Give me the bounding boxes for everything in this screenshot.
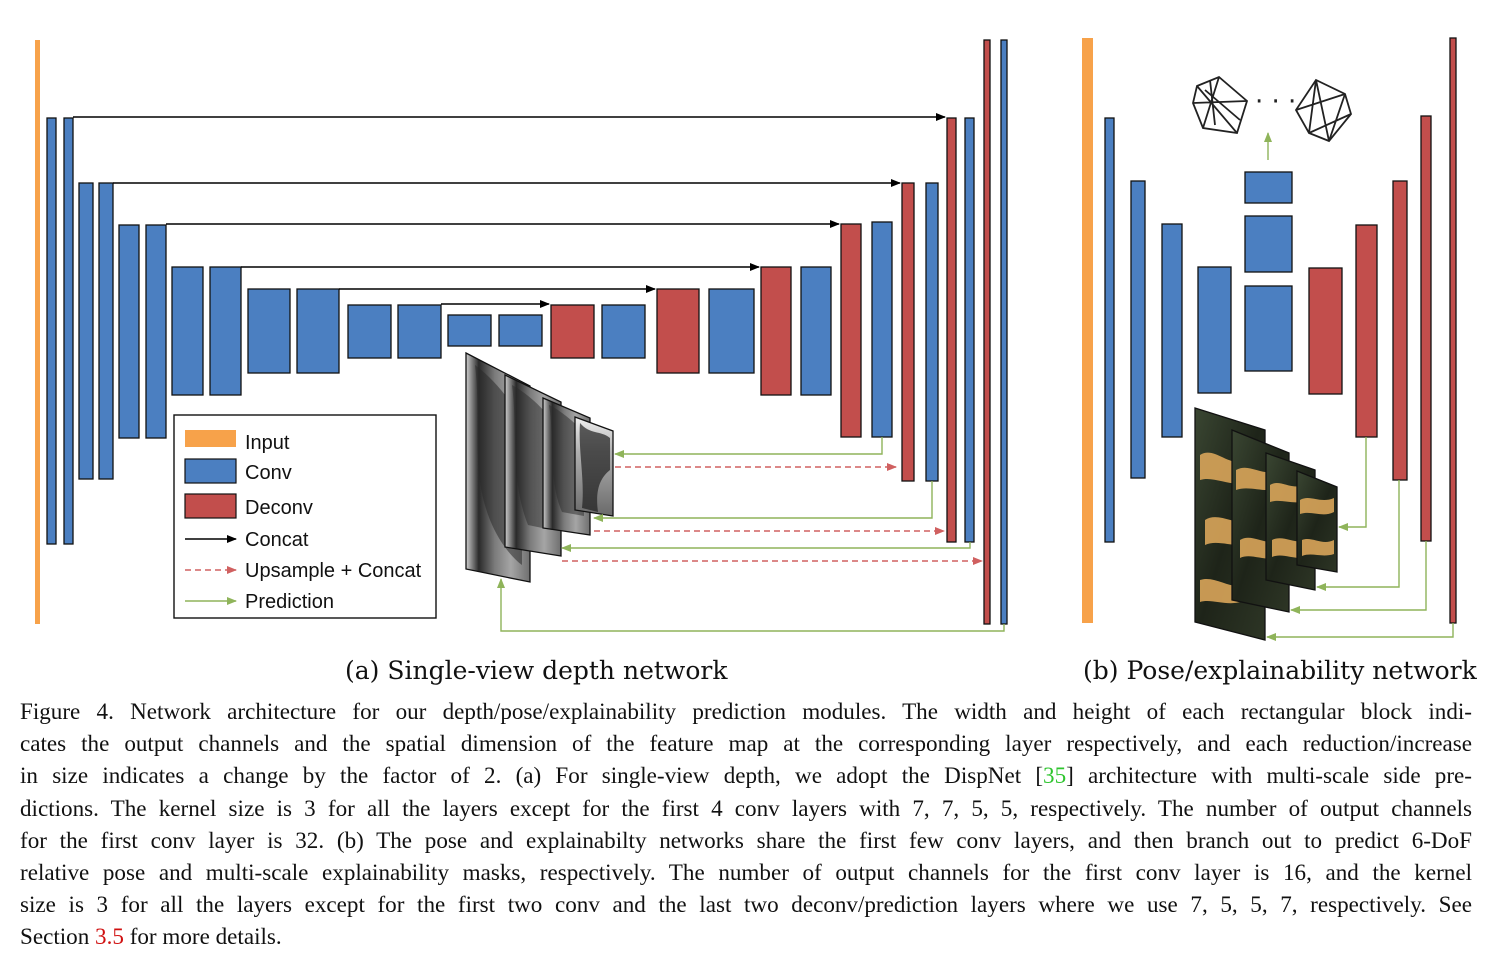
explain-deconv5-block: [1308, 267, 1343, 395]
legend-prediction-label: Prediction: [245, 591, 334, 613]
figure-diagram: Input Conv Deconv Concat Upsample + Conc…: [35, 37, 1457, 641]
explain-deconv1-block: [1449, 37, 1457, 624]
conv6a-block: [347, 304, 392, 359]
explain-mask-4: [1296, 470, 1338, 573]
explain-arrow-3: [1316, 480, 1400, 591]
citation-link-35[interactable]: 35: [1043, 762, 1067, 789]
deconv7-block: [550, 304, 595, 359]
explainability-masks: [1194, 407, 1338, 641]
conv1b-block: [63, 117, 74, 545]
legend-input-swatch: [185, 430, 236, 447]
iconv6-block: [708, 288, 755, 374]
depth-network: Input Conv Deconv Concat Upsample + Conc…: [35, 39, 1008, 632]
legend-upsample-label: Upsample + Concat: [245, 560, 422, 582]
pose-encoder: [1104, 117, 1293, 543]
pose-conv2-block: [1130, 180, 1146, 479]
depth-input-block: [35, 40, 40, 624]
caption-line-1: Figure 4. Network architecture for our d…: [20, 698, 1472, 724]
caption-line-5: for the first conv layer is 32. (b) The …: [20, 826, 1472, 853]
conv3a-block: [118, 224, 140, 439]
iconv7-block: [601, 304, 646, 359]
explain-arrow-2: [1290, 541, 1427, 614]
caption-line-6: relative pose and multi-scale explainabi…: [20, 859, 1472, 886]
deconv3-block: [901, 182, 915, 482]
depth-prediction-maps: [465, 351, 614, 583]
deconv1-block: [983, 39, 991, 625]
camera-pose-icon-1: [1192, 75, 1249, 135]
pose-conv5-block: [1244, 285, 1293, 372]
iconv4-block: [871, 221, 893, 438]
legend-deconv-swatch: [184, 493, 237, 519]
conv7b-block: [498, 314, 543, 347]
skip-connections: [73, 113, 946, 308]
deconv4-block: [840, 223, 862, 438]
explain-prediction-arrows: [1266, 437, 1454, 641]
conv1a-block: [46, 117, 57, 545]
conv2b-block: [98, 182, 114, 480]
caption-line-7: size is 3 for all the layers except for …: [20, 891, 1472, 918]
pose-input-block: [1082, 38, 1093, 623]
explain-arrow-1: [1266, 623, 1454, 641]
caption-line-3: in size indicates a change by the factor…: [20, 762, 1472, 789]
depth-decoder: [550, 39, 1008, 625]
conv4a-block: [171, 266, 204, 396]
deconv2-block: [946, 117, 957, 543]
iconv5-block: [800, 266, 832, 396]
iconv1-block: [1000, 39, 1008, 625]
pose-conv6-block: [1244, 215, 1293, 273]
prediction-arrow-3: [593, 481, 933, 522]
pose-conv7-block: [1244, 171, 1293, 204]
explain-deconv4-block: [1355, 224, 1378, 438]
legend-conv-swatch: [184, 458, 237, 484]
caption-line-8: Section 3.5 for more details.: [20, 923, 282, 950]
caption-line-4: dictions. The kernel size is 3 for all t…: [20, 794, 1472, 821]
figure-caption: Figure 4. Network architecture for our d…: [20, 695, 1472, 953]
explain-deconv3-block: [1392, 180, 1408, 481]
deconv5-block: [760, 266, 792, 396]
legend-input-label: Input: [245, 432, 290, 454]
pose-conv1-block: [1104, 117, 1115, 543]
pose-conv4-block: [1197, 266, 1232, 394]
prediction-arrow-2: [561, 542, 971, 552]
conv5a-block: [247, 288, 291, 374]
conv6b-block: [397, 304, 442, 359]
explain-deconv2-block: [1420, 115, 1432, 542]
iconv2-block: [964, 117, 975, 543]
deconv6-block: [656, 288, 700, 374]
depth-encoder: [46, 117, 543, 545]
explain-arrow-4: [1338, 437, 1367, 531]
pose-ellipsis: · · ·: [1255, 87, 1296, 117]
legend-deconv-label: Deconv: [245, 497, 313, 519]
iconv3-block: [925, 182, 939, 482]
subcaption-b: (b) Pose/explainability network: [1083, 656, 1477, 685]
conv7a-block: [447, 314, 492, 347]
caption-line-2: cates the output channels and the spatia…: [20, 730, 1472, 757]
section-link-3-5[interactable]: 3.5: [95, 923, 124, 950]
conv2a-block: [78, 182, 94, 480]
prediction-arrow-1: [497, 578, 1005, 632]
explain-decoder: [1308, 37, 1457, 624]
camera-pose-icon-2: [1294, 78, 1352, 143]
prediction-arrows: [497, 437, 1005, 632]
pose-conv3-block: [1161, 223, 1183, 438]
conv3b-block: [145, 224, 167, 439]
pose-network: · · ·: [1082, 37, 1457, 641]
legend-concat-label: Concat: [245, 529, 309, 551]
conv5b-block: [296, 288, 340, 374]
legend: Input Conv Deconv Concat Upsample + Conc…: [173, 414, 437, 619]
legend-conv-label: Conv: [245, 462, 292, 484]
conv4b-block: [209, 266, 242, 396]
subcaption-a: (a) Single-view depth network: [345, 656, 728, 685]
prediction-arrow-4: [614, 437, 883, 458]
